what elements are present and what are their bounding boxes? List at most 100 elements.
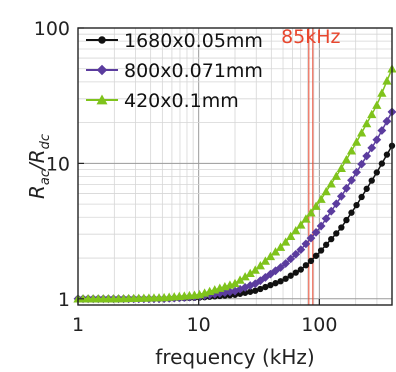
data-point [260, 256, 271, 265]
data-point [272, 280, 279, 287]
data-point [250, 279, 260, 289]
data-point [367, 109, 377, 119]
y-axis-label: Rac/Rdc [25, 134, 53, 199]
data-point [353, 202, 360, 209]
legend-marker [96, 94, 108, 105]
data-point [311, 227, 321, 237]
data-point [382, 76, 392, 85]
x-tick-label: 10 [187, 314, 211, 336]
data-point [362, 151, 372, 161]
data-point [357, 159, 367, 169]
data-point [292, 269, 299, 276]
data-point [296, 220, 306, 229]
data-point [312, 252, 320, 259]
data-point [260, 273, 270, 282]
data-point [328, 235, 335, 243]
legend-marker [96, 64, 108, 76]
data-point [291, 249, 301, 259]
data-point [275, 242, 286, 251]
plot-frame [77, 27, 393, 306]
series-3 [73, 64, 396, 303]
data-point [367, 143, 377, 153]
x-tick-label: 1 [72, 314, 84, 336]
data-point [321, 214, 331, 224]
data-point [356, 128, 367, 137]
data-point [235, 275, 245, 284]
data-point [382, 116, 392, 126]
data-point [281, 237, 291, 246]
data-point [333, 230, 340, 237]
data-point [281, 259, 291, 268]
x-tick-label: 100 [301, 314, 337, 336]
data-point [230, 286, 240, 296]
data-point [331, 199, 341, 209]
data-point [265, 251, 276, 261]
legend-label: 1680x0.05mm [124, 30, 263, 52]
data-point [250, 265, 260, 274]
data-point [255, 261, 265, 270]
data-point [343, 216, 350, 224]
data-point [297, 266, 304, 273]
data-point [317, 247, 325, 254]
data-point [358, 193, 365, 201]
data-point [368, 177, 375, 184]
data-point [255, 276, 265, 286]
data-point [306, 233, 316, 243]
data-point [267, 281, 274, 289]
data-point [271, 266, 280, 276]
data-point [346, 146, 357, 155]
data-point [372, 135, 382, 145]
data-point [270, 247, 281, 256]
y-label-num-sub: ac [38, 170, 53, 185]
data-point [301, 214, 311, 223]
data-point [321, 186, 331, 196]
data-point [323, 241, 330, 248]
data-point [377, 88, 387, 97]
data-point [301, 239, 311, 249]
legend-label: 800x0.071mm [124, 60, 263, 82]
data-point [363, 185, 370, 192]
data-point [316, 194, 326, 203]
data-point [286, 254, 296, 264]
data-point [276, 263, 285, 272]
data-point [215, 288, 225, 298]
data-point [316, 221, 326, 231]
legend-marker [98, 36, 106, 44]
data-point [372, 100, 382, 109]
data-point [241, 289, 249, 296]
data-point [336, 191, 346, 201]
data-point [351, 137, 362, 146]
data-point [336, 163, 346, 172]
data-point [277, 278, 284, 285]
y-tick-label: 10 [46, 153, 70, 175]
data-point [247, 288, 254, 295]
data-point [307, 257, 315, 265]
data-point [266, 269, 275, 279]
data-point [296, 245, 306, 255]
y-label-r: R [25, 185, 49, 199]
data-point [287, 272, 294, 279]
data-point [306, 208, 316, 217]
data-point [257, 285, 264, 293]
data-point [210, 289, 220, 299]
data-point [352, 167, 361, 177]
data-point [245, 268, 255, 278]
data-point [252, 287, 259, 294]
data-point [326, 179, 336, 188]
data-point [331, 171, 341, 180]
y-label-sep: /R [25, 149, 49, 172]
data-point [338, 224, 345, 231]
x-axis-label: frequency (kHz) [155, 345, 314, 369]
data-point [377, 126, 387, 135]
legend-label: 420x0.1mm [124, 90, 239, 112]
data-point [240, 272, 250, 281]
data-point [282, 275, 289, 282]
data-point [230, 278, 240, 288]
data-point [262, 283, 269, 291]
data-point [347, 175, 356, 185]
data-point [311, 201, 321, 210]
ticks: 1 10 100 1 10 100 [34, 18, 338, 336]
data-point [383, 151, 391, 158]
series-layer [73, 64, 396, 304]
